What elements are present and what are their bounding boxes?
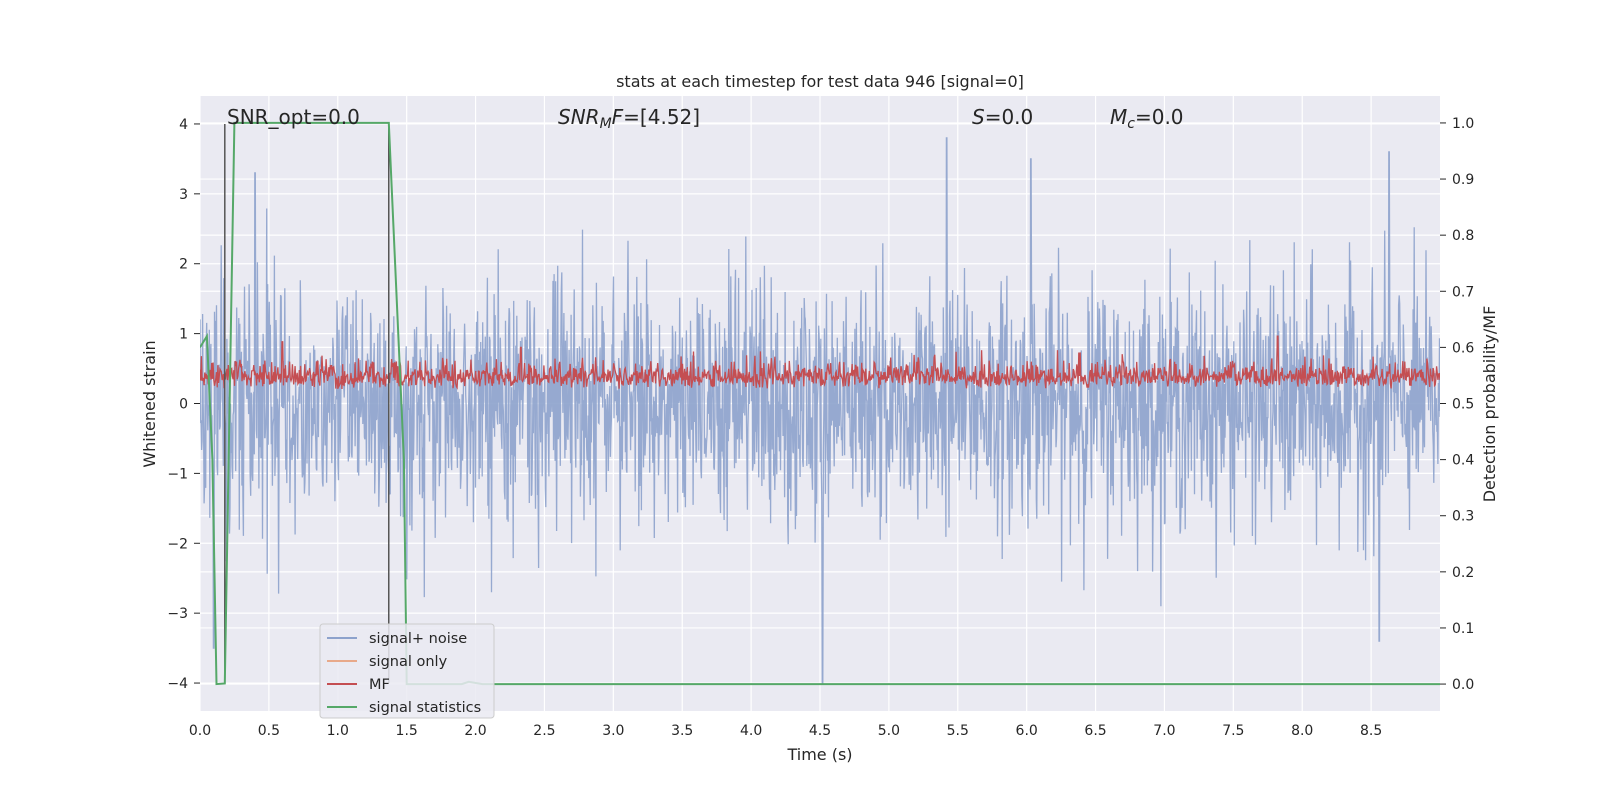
x-tick-label: 7.0 <box>1153 723 1175 739</box>
x-axis-label: Time (s) <box>786 745 852 764</box>
annotation-snr-mf: SNRMF=[4.52] <box>558 105 700 132</box>
x-tick-label: 2.5 <box>533 723 555 739</box>
y-axis-label: Whitened strain <box>140 340 159 467</box>
x-tick-label: 1.5 <box>396 723 418 739</box>
x-tick-label: 1.0 <box>327 723 349 739</box>
y2-tick-label: 0.6 <box>1452 340 1474 356</box>
x-tick-label: 6.5 <box>1084 723 1106 739</box>
legend-label-signal-noise: signal+ noise <box>369 631 467 647</box>
legend-label-signal-statistics: signal statistics <box>369 700 481 716</box>
series-signal-noise <box>200 137 1440 684</box>
y2-tick-label: 0.1 <box>1452 621 1474 637</box>
legend-box <box>319 623 495 719</box>
y-tick-label: −4 <box>167 676 188 692</box>
x-tick-label: 0.0 <box>189 723 211 739</box>
y-tick-label: 0 <box>179 397 188 413</box>
y-tick-label: −1 <box>167 466 188 482</box>
y2-tick-label: 0.7 <box>1452 284 1474 300</box>
annotation-s: S=0.0 <box>972 105 1033 129</box>
x-tick-label: 7.5 <box>1222 723 1244 739</box>
series-mf <box>200 335 1440 390</box>
annotation-mc: Mc=0.0 <box>1110 105 1184 132</box>
legend-label-signal-only: signal only <box>369 654 448 670</box>
y2-tick-label: 0.2 <box>1452 565 1474 581</box>
y2-tick-label: 0.9 <box>1452 172 1474 188</box>
x-tick-label: 6.0 <box>1016 723 1038 739</box>
legend: signal+ noise signal only MF signal stat… <box>319 623 495 719</box>
x-tick-label: 4.0 <box>740 723 762 739</box>
x-tick-label: 5.5 <box>947 723 969 739</box>
x-tick-label: 3.5 <box>671 723 693 739</box>
annotation-snr-opt: SNR_opt=0.0 <box>227 105 360 129</box>
y-tick-label: −2 <box>167 536 188 552</box>
legend-label-mf: MF <box>369 677 390 693</box>
y2-tick-label: 0.3 <box>1452 509 1474 525</box>
x-tick-label: 0.5 <box>258 723 280 739</box>
y2-tick-label: 1.0 <box>1452 116 1474 132</box>
x-tick-label: 5.0 <box>878 723 900 739</box>
y2-tick-label: 0.0 <box>1452 677 1474 693</box>
y-tick-label: 4 <box>179 117 188 133</box>
y2-axis-label: Detection probability/MF <box>1480 306 1499 503</box>
chart-title: stats at each timestep for test data 946… <box>616 72 1024 91</box>
x-tick-label: 8.5 <box>1360 723 1382 739</box>
ticks: 0.0 0.5 1.0 1.5 2.0 2.5 3.0 3.5 4.0 4.5 5.0 5.5 6.0 6… <box>167 116 1474 739</box>
y2-tick-label: 0.8 <box>1452 228 1474 244</box>
y2-tick-label: 0.4 <box>1452 453 1474 469</box>
y-tick-label: 1 <box>179 327 188 343</box>
x-tick-label: 3.0 <box>602 723 624 739</box>
x-tick-label: 2.0 <box>464 723 486 739</box>
x-tick-label: 8.0 <box>1291 723 1313 739</box>
x-tick-label: 4.5 <box>809 723 831 739</box>
y-tick-label: −3 <box>167 606 188 622</box>
y2-tick-label: 0.5 <box>1452 397 1474 413</box>
y-tick-label: 2 <box>179 257 188 273</box>
y-tick-label: 3 <box>179 187 188 203</box>
